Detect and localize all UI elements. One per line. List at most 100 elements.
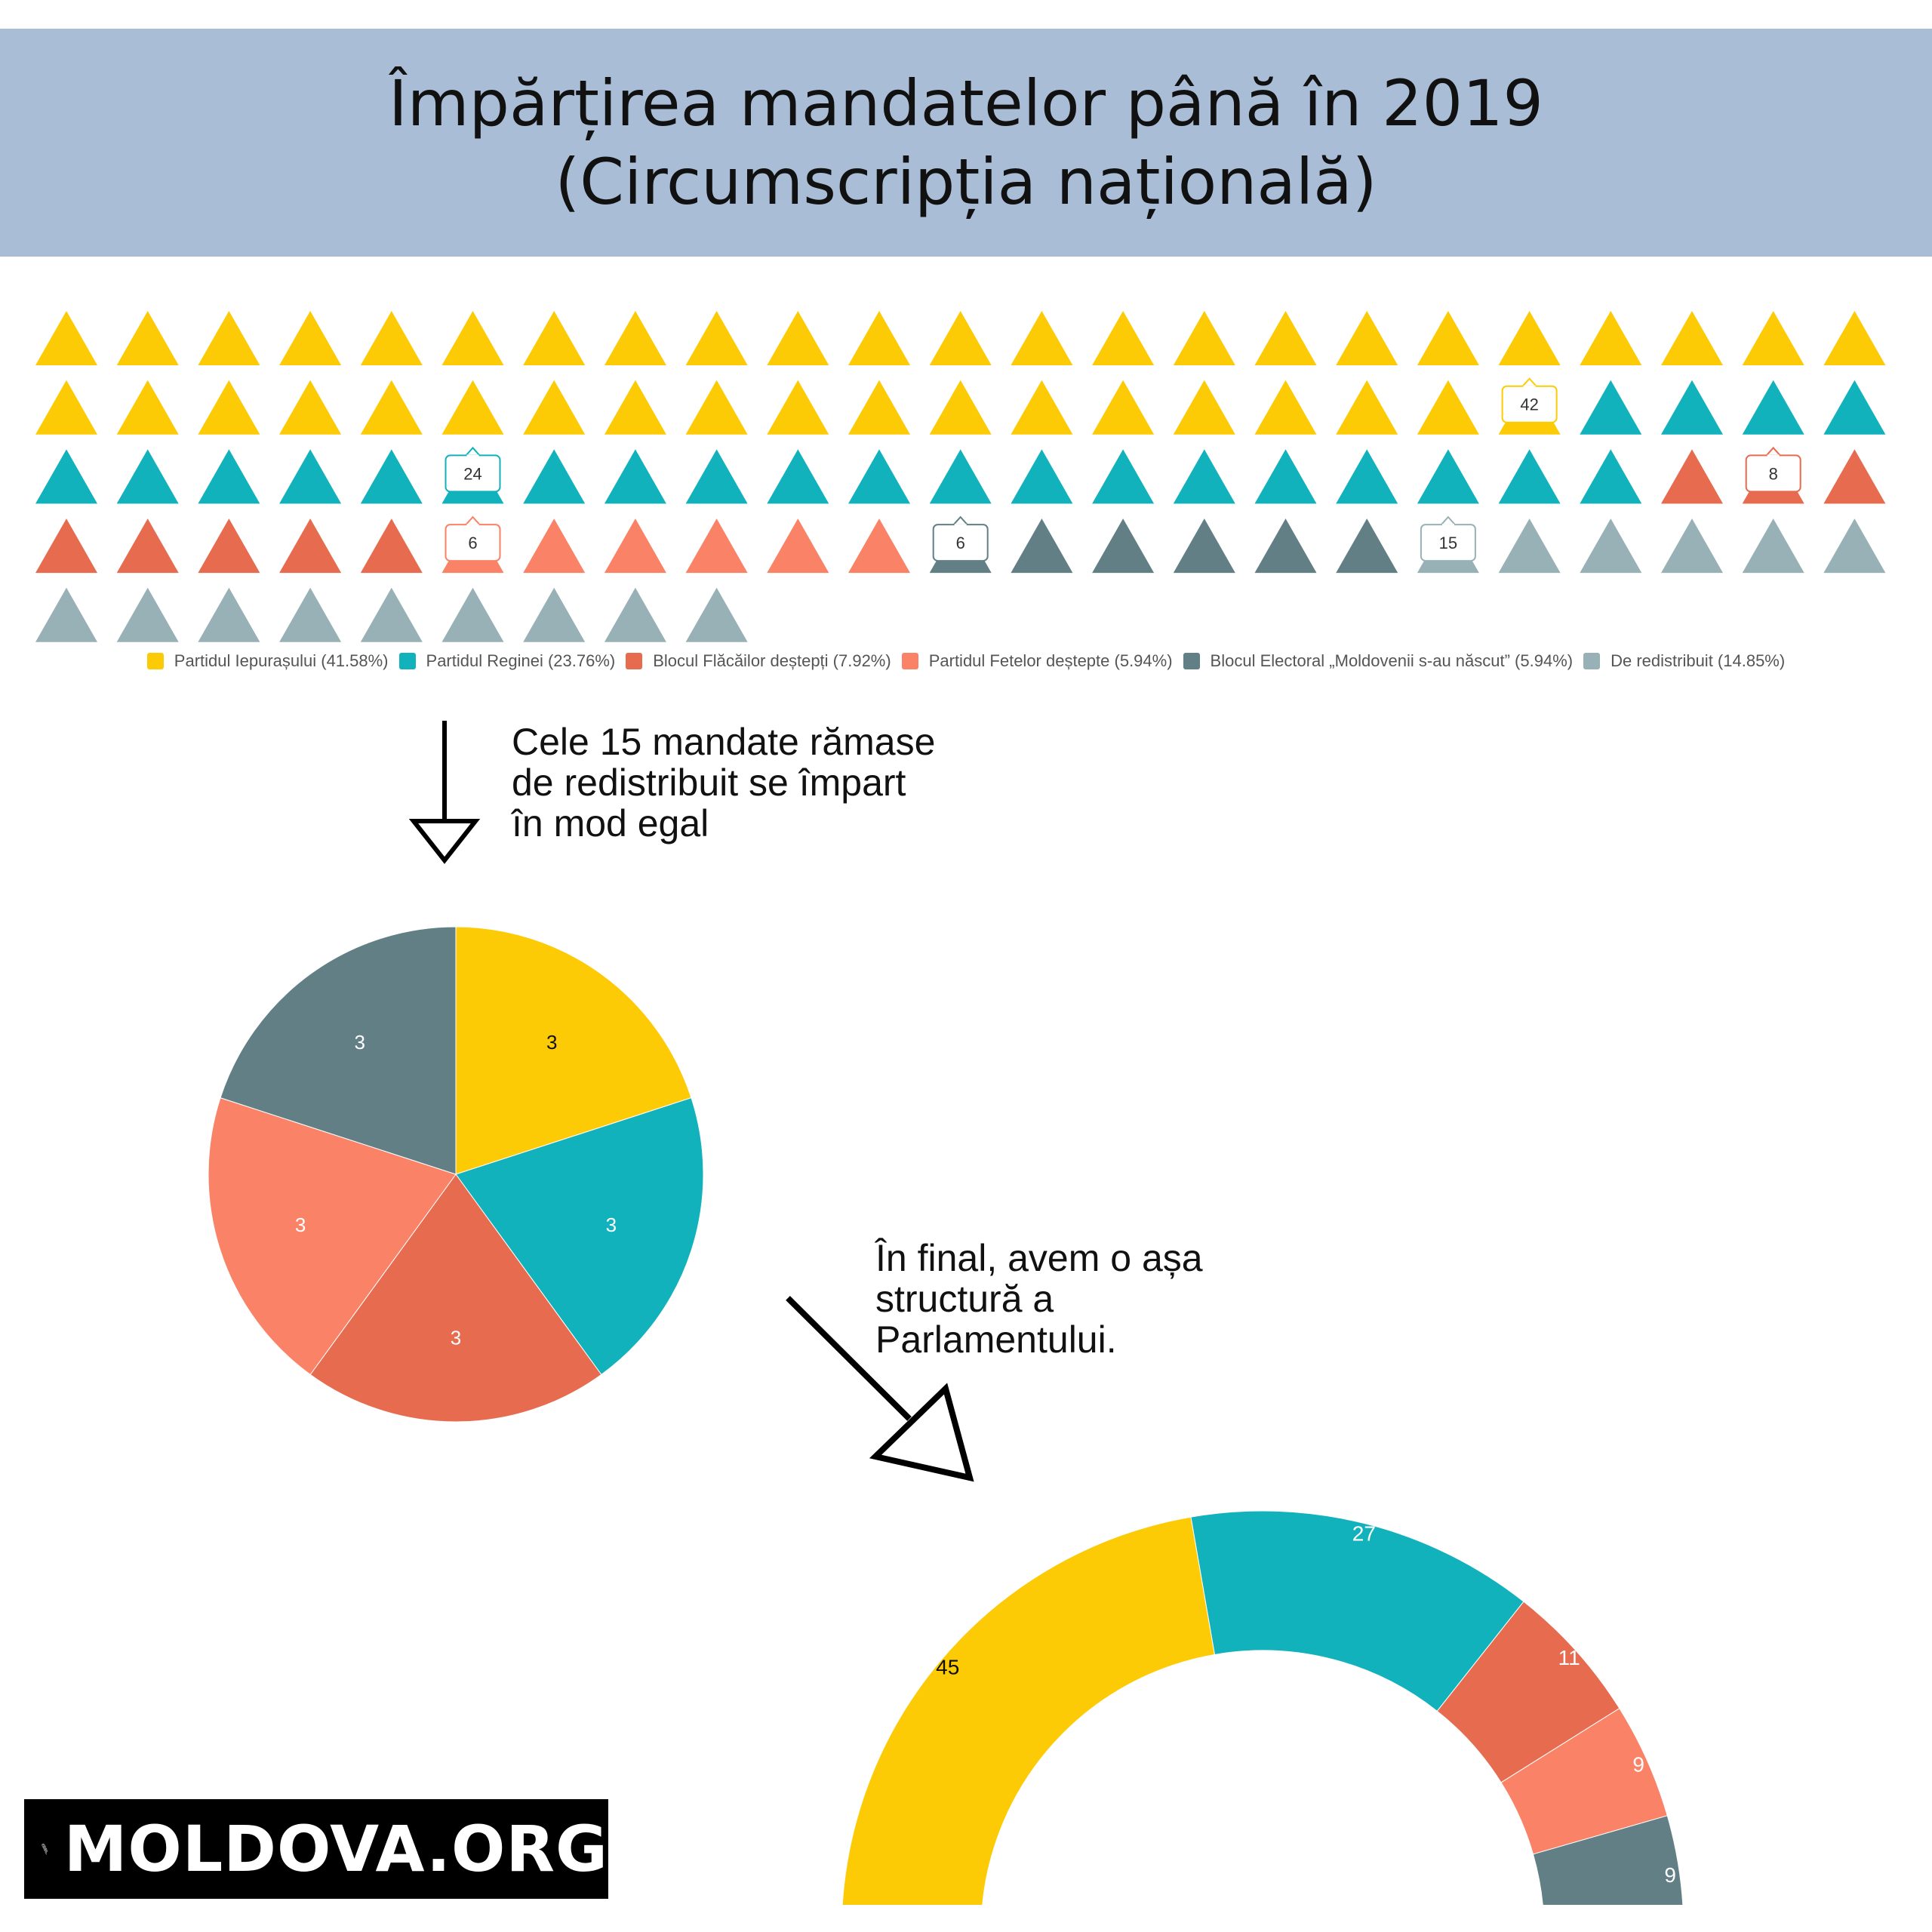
waffle-unit [1498,311,1561,365]
waffle-unit [1498,449,1561,504]
pie-slice-label: 3 [606,1214,617,1236]
waffle-label-text: 15 [1439,534,1457,552]
waffle-unit [116,380,179,435]
waffle-unit [360,449,423,504]
waffle-unit [1173,311,1235,365]
waffle-unit [848,518,910,574]
waffle-unit [685,587,748,642]
waffle-unit [1661,311,1723,365]
waffle-unit [360,311,423,365]
waffle-unit [1173,449,1235,504]
waffle-unit [441,587,504,642]
legend-swatch [626,653,643,669]
waffle-unit [523,311,586,365]
waffle-unit [1011,449,1073,504]
waffle-unit [1498,518,1561,574]
annotation-line: de redistribuit se împart [512,761,906,804]
waffle-unit [685,380,748,435]
donut-segment-label: 9 [1632,1753,1644,1777]
waffle-unit [198,449,260,504]
annotation-line: Cele 15 mandate rămase [512,721,936,763]
waffle-unit [1336,518,1398,574]
pie-slice-label: 3 [451,1326,461,1349]
donut-segment-label: 11 [1558,1646,1580,1669]
annotation-line: Parlamentului. [875,1318,1117,1361]
legend-swatch [146,653,164,669]
waffle-unit [767,311,829,365]
waffle-unit [1417,380,1479,435]
pie-slice-label: 3 [546,1031,557,1054]
waffle-unit [1173,380,1235,435]
legend-label: Blocul Flăcăilor deștepți (7.92%) [653,651,891,670]
waffle-unit [1092,518,1155,574]
legend-swatch [1183,653,1200,669]
arrow-diagonal-icon [786,1296,974,1482]
waffle-unit [929,311,992,365]
waffle-unit [929,380,992,435]
waffle-label-text: 6 [956,534,965,552]
waffle-unit [35,311,97,365]
legend-label: De redistribuit (14.85%) [1611,651,1786,670]
waffle-unit [35,449,97,504]
waffle-unit [1254,311,1317,365]
waffle-unit [848,311,910,365]
waffle-unit [1742,380,1804,435]
waffle-unit [685,449,748,504]
waffle-unit [279,449,342,504]
waffle-unit [767,518,829,574]
waffle-unit [604,518,666,574]
legend-item: Partidul Reginei (23.76%) [398,651,615,671]
legend-item: Blocul Electoral „Moldovenii s-au născut… [1183,651,1573,671]
waffle-unit [279,311,342,365]
pie-slice [455,1097,704,1376]
waffle-unit [604,380,666,435]
waffle-unit [116,587,179,642]
waffle-unit [198,518,260,574]
waffle-unit [1254,518,1317,574]
waffle-label-text: 8 [1769,464,1778,483]
waffle-label: 8 [1745,446,1801,493]
waffle-label-text: 6 [468,534,477,552]
waffle-unit [116,311,179,365]
moldova-map-icon [42,1844,48,1855]
pie-slice [220,926,457,1175]
waffle-unit [1011,311,1073,365]
waffle-unit [1417,449,1479,504]
waffle-unit [767,449,829,504]
legend-item: Partidul Iepurașului (41.58%) [146,651,389,671]
waffle-unit [685,311,748,365]
waffle-unit [1254,449,1317,504]
waffle-unit [1011,518,1073,574]
waffle-unit [523,518,586,574]
arrow-down-icon [408,721,481,864]
waffle-unit [360,380,423,435]
waffle-unit [604,311,666,365]
waffle-unit [279,587,342,642]
waffle-unit [35,587,97,642]
waffle-unit [1173,518,1235,574]
waffle-unit [1742,311,1804,365]
waffle-label: 6 [445,515,501,562]
logo: MOLDOVA.ORG [24,1799,608,1899]
waffle-unit [523,587,586,642]
waffle-label: 42 [1501,377,1558,423]
donut-segment [1532,1815,1684,1905]
waffle-unit [604,449,666,504]
title-band: Împărțirea mandatelor până în 2019 (Circ… [0,29,1932,257]
waffle-label-text: 42 [1520,395,1538,414]
waffle-label: 15 [1420,515,1476,562]
waffle-unit [441,311,504,365]
waffle-unit [1823,311,1886,365]
pie-slice [455,926,692,1175]
waffle-unit [929,449,992,504]
legend-swatch [1583,653,1601,669]
waffle-unit [198,587,260,642]
waffle-chart: 42 24 8 6 6 15 [35,311,1886,642]
annotation-redistribution: Cele 15 mandate rămase de redistribuit s… [512,721,935,844]
pie-slice [208,1097,457,1376]
waffle-unit [1661,449,1723,504]
chart-legend: Partidul Iepurașului (41.58%) Partidul Re… [0,648,1932,675]
waffle-label: 6 [932,515,989,562]
waffle-unit [198,380,260,435]
